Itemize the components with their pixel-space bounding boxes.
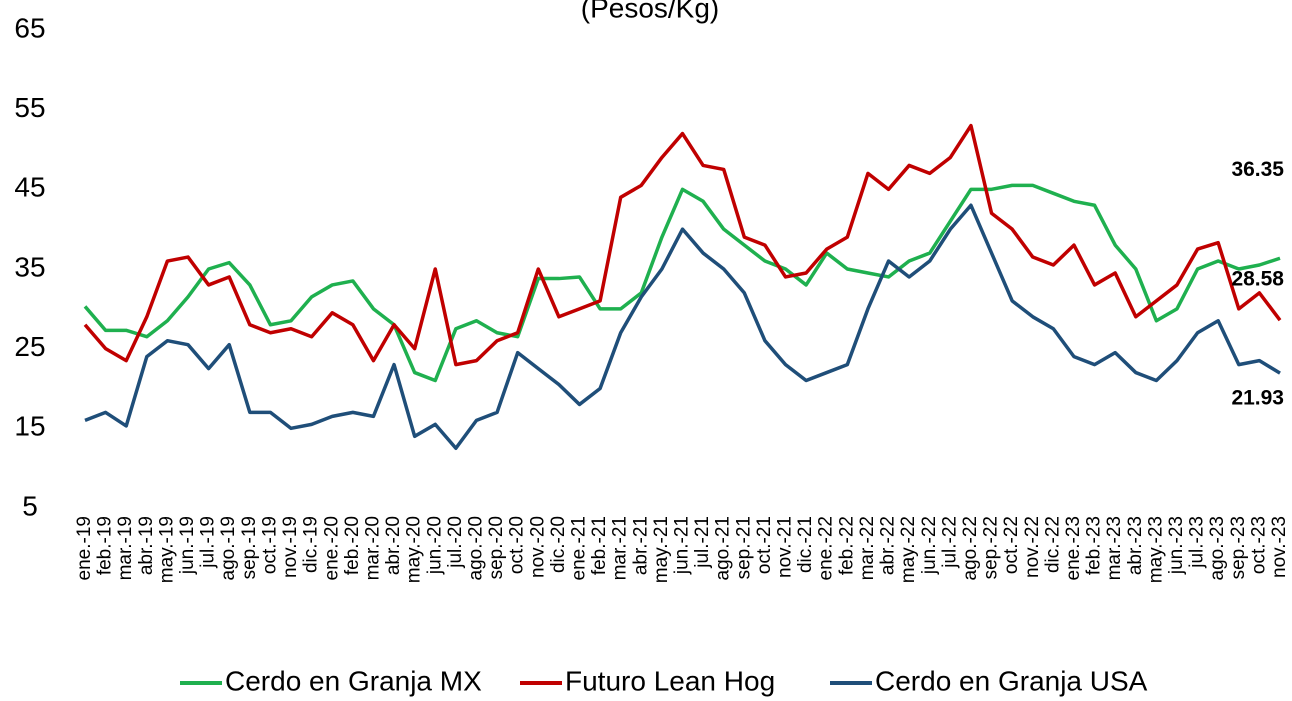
y-tick-label: 25 bbox=[14, 331, 45, 362]
x-tick-label: may.-19 bbox=[156, 516, 177, 583]
x-tick-label: jul.-22 bbox=[939, 516, 960, 569]
x-tick-label: jun.-19 bbox=[177, 516, 198, 575]
x-tick-label: jul.-20 bbox=[445, 516, 466, 569]
x-tick-label: oct.-20 bbox=[507, 516, 528, 574]
x-tick-label: ene.-21 bbox=[568, 516, 589, 580]
series-line bbox=[83, 123, 1282, 367]
x-tick-label: sep.-21 bbox=[733, 516, 754, 579]
y-tick-label: 35 bbox=[14, 251, 45, 282]
x-tick-label: ene.-22 bbox=[816, 516, 837, 580]
x-tick-label: jul.-19 bbox=[198, 516, 219, 569]
x-tick-label: jun.-20 bbox=[424, 516, 445, 575]
y-tick-label: 65 bbox=[14, 12, 45, 43]
x-tick-label: feb.-22 bbox=[836, 516, 857, 575]
x-tick-label: feb.-20 bbox=[342, 516, 363, 575]
x-tick-label: sep.-22 bbox=[981, 516, 1002, 579]
x-tick-label: oct.-19 bbox=[259, 516, 280, 574]
x-tick-label: may.-21 bbox=[651, 516, 672, 583]
data-label: 28.58 bbox=[1231, 268, 1284, 291]
x-tick-label: sep.-19 bbox=[239, 516, 260, 579]
x-tick-label: mar.-21 bbox=[610, 516, 631, 580]
x-tick-label: abr.-19 bbox=[136, 516, 157, 575]
x-tick-label: nov.-19 bbox=[280, 516, 301, 578]
legend-label: Cerdo en Granja MX bbox=[225, 665, 482, 696]
x-tick-label: sep.-20 bbox=[486, 516, 507, 579]
x-tick-label: nov.-21 bbox=[775, 516, 796, 578]
x-tick-label: oct.-21 bbox=[754, 516, 775, 574]
x-tick-label: dic.-19 bbox=[301, 516, 322, 573]
x-tick-label: feb.-23 bbox=[1084, 516, 1105, 575]
series-line bbox=[83, 183, 1281, 383]
y-tick-label: 45 bbox=[14, 172, 45, 203]
x-tick-label: abr.-21 bbox=[630, 516, 651, 575]
x-tick-label: ago.-23 bbox=[1207, 516, 1228, 580]
x-tick-label: oct.-23 bbox=[1248, 516, 1269, 574]
x-tick-label: ene.-19 bbox=[74, 516, 95, 580]
x-tick-label: jun.-21 bbox=[672, 516, 693, 575]
x-tick-label: mar.-23 bbox=[1104, 516, 1125, 580]
x-tick-label: jun.-22 bbox=[919, 516, 940, 575]
x-tick-label: ago.-19 bbox=[218, 516, 239, 580]
x-tick-label: oct.-22 bbox=[1001, 516, 1022, 574]
chart-title: (Pesos/Kg) bbox=[581, 0, 720, 23]
x-tick-label: nov.-23 bbox=[1269, 516, 1290, 578]
x-tick-label: jul.-23 bbox=[1187, 516, 1208, 569]
x-tick-label: dic.-21 bbox=[795, 516, 816, 573]
x-tick-label: may.-23 bbox=[1145, 516, 1166, 583]
x-tick-label: abr.-22 bbox=[878, 516, 899, 575]
x-tick-label: ene.-20 bbox=[321, 516, 342, 580]
series-line bbox=[84, 203, 1281, 450]
y-tick-label: 5 bbox=[22, 490, 38, 521]
x-tick-label: dic.-20 bbox=[548, 516, 569, 573]
x-tick-label: nov.-22 bbox=[1022, 516, 1043, 578]
x-tick-label: feb.-19 bbox=[95, 516, 116, 575]
x-tick-label: feb.-21 bbox=[589, 516, 610, 575]
x-tick-label: nov.-20 bbox=[527, 516, 548, 578]
y-tick-label: 55 bbox=[14, 92, 45, 123]
legend-label: Futuro Lean Hog bbox=[565, 665, 775, 696]
x-tick-label: sep.-23 bbox=[1228, 516, 1249, 579]
x-tick-label: jun.-23 bbox=[1166, 516, 1187, 575]
x-tick-label: abr.-20 bbox=[383, 516, 404, 575]
x-tick-label: jul.-21 bbox=[692, 516, 713, 569]
x-tick-label: ene.-23 bbox=[1063, 516, 1084, 580]
x-tick-label: may.-20 bbox=[404, 516, 425, 583]
data-label: 21.93 bbox=[1231, 387, 1284, 410]
x-tick-label: dic.-22 bbox=[1042, 516, 1063, 573]
x-tick-label: mar.-20 bbox=[362, 516, 383, 580]
data-label: 36.35 bbox=[1231, 158, 1284, 181]
legend-label: Cerdo en Granja USA bbox=[875, 665, 1148, 696]
x-tick-label: ago.-21 bbox=[713, 516, 734, 580]
x-tick-label: abr.-23 bbox=[1125, 516, 1146, 575]
x-tick-label: ago.-20 bbox=[465, 516, 486, 580]
x-tick-label: ago.-22 bbox=[960, 516, 981, 580]
x-tick-label: mar.-19 bbox=[115, 516, 136, 580]
y-tick-label: 15 bbox=[14, 411, 45, 442]
x-tick-label: may.-22 bbox=[898, 516, 919, 583]
x-tick-label: mar.-22 bbox=[857, 516, 878, 580]
